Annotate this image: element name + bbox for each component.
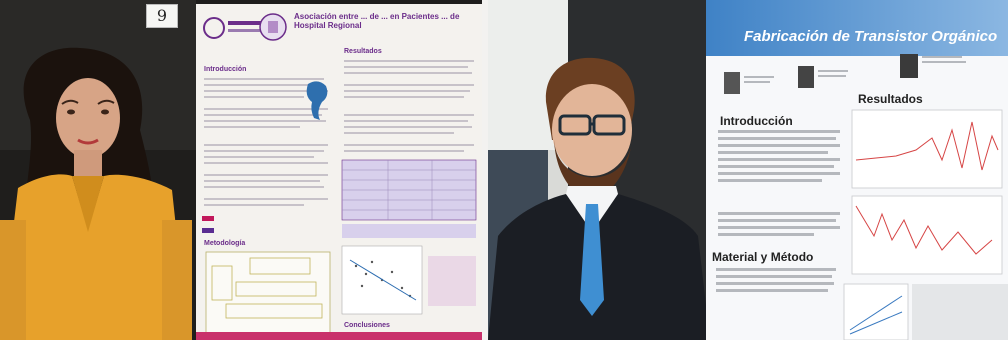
poster-number-tag: 9: [146, 4, 178, 28]
institution-crest-icon: [259, 13, 287, 41]
left-poster-title: Asociación entre ... de ... en Pacientes…: [294, 12, 460, 30]
left-poster-section-results: Resultados: [344, 48, 382, 55]
right-poster-title: Fabricación de Transistor Orgánico: [744, 28, 998, 45]
right-poster: Fabricación de Transistor Orgánico Intro…: [706, 0, 1008, 340]
right-photo: Fabricación de Transistor Orgánico Intro…: [488, 0, 1008, 340]
right-poster-section-methods: Material y Método: [712, 250, 814, 264]
left-poster-content: [196, 60, 482, 340]
left-photo: 9 Asociación entre ... de ... en Pacient…: [0, 0, 482, 340]
right-poster-content: [716, 54, 1008, 340]
left-poster-section-conclusions: Conclusiones: [344, 322, 390, 329]
right-poster-section-intro: Introducción: [720, 114, 793, 128]
right-poster-section-results: Resultados: [858, 92, 923, 106]
photo-divider: [482, 0, 488, 340]
left-poster-section-intro: Introducción: [204, 66, 247, 73]
right-poster-header: [706, 0, 1008, 56]
left-poster-section-methods: Metodología: [204, 240, 246, 247]
university-logo-icon: [203, 17, 268, 39]
left-poster: Asociación entre ... de ... en Pacientes…: [196, 4, 482, 340]
